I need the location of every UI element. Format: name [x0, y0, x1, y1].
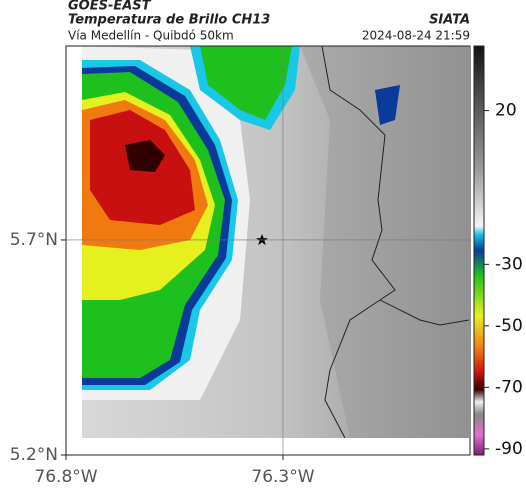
title: GOES-EAST	[68, 0, 152, 14]
map-frame	[65, 45, 471, 456]
subtitle: Temperatura de Brillo CH13	[68, 13, 270, 28]
colorbar-tick-label: -90	[495, 439, 523, 459]
colorbar-tick-label: 20	[495, 101, 517, 121]
colorbar-tick-label: -70	[495, 377, 523, 397]
colorbar-tick-label: -30	[495, 254, 523, 274]
x-tick-label: 76.3°W	[251, 467, 314, 487]
source: SIATA	[429, 13, 470, 28]
y-tick-label: 5.2°N	[10, 445, 58, 465]
imagery	[82, 46, 469, 438]
colorbar	[473, 45, 485, 456]
region: Vía Medellín - Quibdó 50km	[68, 29, 234, 43]
timestamp: 2024-08-24 21:59	[362, 29, 470, 43]
colorbar-tick-label: -50	[495, 316, 523, 336]
y-tick-label: 5.7°N	[10, 230, 58, 250]
x-tick-label: 76.8°W	[34, 467, 97, 487]
location-marker	[256, 234, 268, 246]
